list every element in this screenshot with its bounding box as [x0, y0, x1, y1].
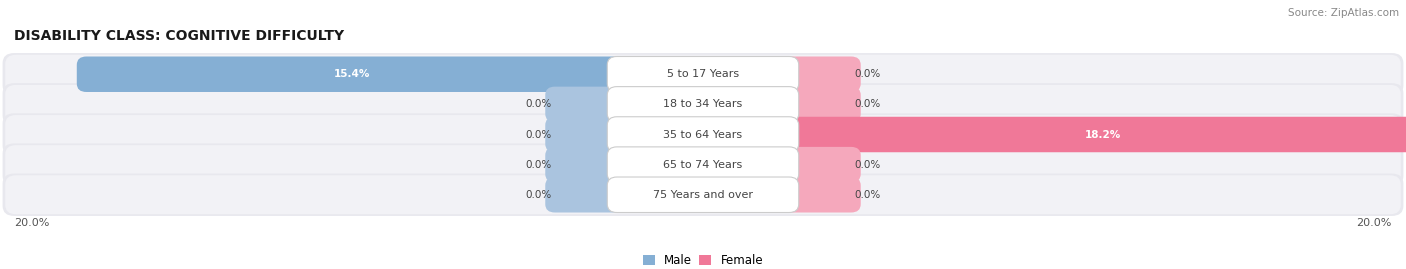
FancyBboxPatch shape [607, 177, 799, 213]
Text: 0.0%: 0.0% [855, 160, 880, 170]
Text: 5 to 17 Years: 5 to 17 Years [666, 69, 740, 79]
FancyBboxPatch shape [3, 143, 1403, 186]
Text: 18 to 34 Years: 18 to 34 Years [664, 99, 742, 109]
FancyBboxPatch shape [779, 117, 1406, 152]
FancyBboxPatch shape [779, 56, 860, 92]
Text: 0.0%: 0.0% [526, 129, 551, 140]
FancyBboxPatch shape [3, 83, 1403, 126]
Text: DISABILITY CLASS: COGNITIVE DIFFICULTY: DISABILITY CLASS: COGNITIVE DIFFICULTY [14, 29, 344, 43]
FancyBboxPatch shape [546, 147, 627, 182]
FancyBboxPatch shape [6, 55, 1400, 94]
Text: 15.4%: 15.4% [333, 69, 370, 79]
FancyBboxPatch shape [607, 56, 799, 92]
Text: Source: ZipAtlas.com: Source: ZipAtlas.com [1288, 8, 1399, 18]
Text: 0.0%: 0.0% [855, 69, 880, 79]
FancyBboxPatch shape [779, 177, 860, 213]
Text: 0.0%: 0.0% [855, 99, 880, 109]
FancyBboxPatch shape [779, 147, 860, 182]
Text: 0.0%: 0.0% [526, 160, 551, 170]
FancyBboxPatch shape [3, 113, 1403, 156]
Text: 65 to 74 Years: 65 to 74 Years [664, 160, 742, 170]
Text: 0.0%: 0.0% [526, 190, 551, 200]
FancyBboxPatch shape [3, 53, 1403, 95]
FancyBboxPatch shape [546, 117, 627, 152]
FancyBboxPatch shape [6, 145, 1400, 184]
FancyBboxPatch shape [6, 85, 1400, 124]
FancyBboxPatch shape [77, 56, 627, 92]
FancyBboxPatch shape [607, 87, 799, 122]
Text: 20.0%: 20.0% [1357, 218, 1392, 228]
FancyBboxPatch shape [6, 115, 1400, 154]
Text: 0.0%: 0.0% [526, 99, 551, 109]
Text: 0.0%: 0.0% [855, 190, 880, 200]
FancyBboxPatch shape [607, 117, 799, 152]
Legend: Male, Female: Male, Female [643, 254, 763, 267]
FancyBboxPatch shape [3, 174, 1403, 216]
FancyBboxPatch shape [6, 175, 1400, 214]
Text: 18.2%: 18.2% [1084, 129, 1121, 140]
FancyBboxPatch shape [779, 87, 860, 122]
Text: 75 Years and over: 75 Years and over [652, 190, 754, 200]
FancyBboxPatch shape [607, 147, 799, 182]
FancyBboxPatch shape [546, 87, 627, 122]
FancyBboxPatch shape [546, 177, 627, 213]
Text: 35 to 64 Years: 35 to 64 Years [664, 129, 742, 140]
Text: 20.0%: 20.0% [14, 218, 49, 228]
